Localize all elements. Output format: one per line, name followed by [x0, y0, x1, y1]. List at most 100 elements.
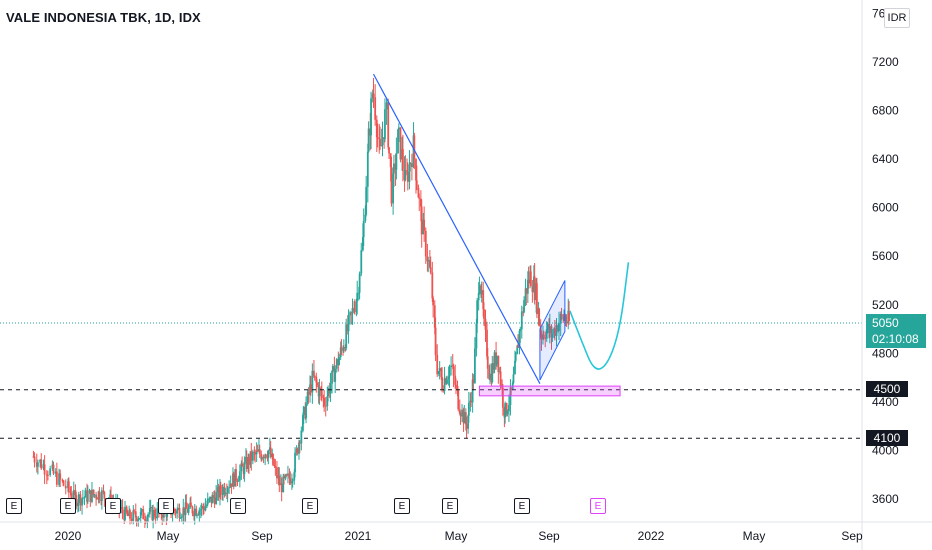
candle-body [225, 492, 228, 494]
level-label-4100: 4100 [866, 430, 908, 446]
candle-body [478, 285, 481, 294]
x-tick-label: Sep [841, 529, 863, 543]
x-tick-label: May [445, 529, 468, 543]
candle-body [75, 495, 78, 507]
candle-body [298, 442, 301, 444]
candle-body [455, 384, 457, 386]
candle-body [251, 451, 254, 461]
candle-body [285, 474, 288, 476]
candle-body [253, 451, 256, 453]
candle-body [309, 384, 312, 393]
candle-body [64, 485, 67, 489]
candle-body [81, 498, 83, 506]
candle-body [206, 498, 209, 505]
candle-body [506, 411, 509, 415]
candle-body [525, 288, 528, 294]
candle-body [40, 459, 43, 469]
candle-body [72, 490, 75, 500]
candle-body [67, 481, 70, 491]
candle-body [273, 464, 276, 467]
candle-body [129, 510, 131, 519]
candle-body [203, 508, 205, 511]
candle-body [351, 308, 354, 313]
candle-body [202, 506, 205, 509]
currency-badge[interactable]: IDR [884, 8, 910, 28]
upcoming-earnings-event-marker[interactable]: E [590, 498, 606, 514]
candle-body [200, 506, 203, 510]
candle-body [356, 292, 359, 302]
candle-body [471, 379, 474, 403]
candle-body [526, 279, 529, 294]
candle-body [558, 323, 560, 331]
candle-body [177, 507, 179, 510]
candle-body [98, 491, 101, 500]
candle-body [197, 514, 200, 516]
candle-body [144, 520, 147, 522]
candle-body [426, 256, 429, 262]
candle-body [375, 119, 378, 138]
candle-body [77, 494, 80, 503]
candle-body [83, 497, 86, 499]
candle-body [47, 474, 49, 476]
candle-body [353, 310, 356, 312]
earnings-event-marker[interactable]: E [60, 498, 76, 514]
candle-body [180, 516, 183, 518]
candle-body [327, 388, 329, 397]
candle-body [291, 480, 294, 482]
candle-body [519, 329, 522, 331]
candle-body [61, 479, 64, 481]
candle-body [459, 413, 462, 417]
candle-body [245, 457, 248, 469]
candle-body [433, 305, 436, 328]
candle-body [294, 452, 296, 473]
candle-body [417, 187, 420, 198]
candle-body [265, 454, 267, 458]
earnings-event-marker[interactable]: E [394, 498, 410, 514]
candle-body [280, 483, 283, 493]
earnings-event-marker[interactable]: E [6, 498, 22, 514]
earnings-event-marker[interactable]: E [302, 498, 318, 514]
support-zone [478, 385, 621, 397]
candle-body [380, 145, 383, 147]
candle-body [133, 510, 136, 512]
candle-body [224, 492, 227, 494]
candle-body [79, 494, 82, 506]
earnings-event-marker[interactable]: E [442, 498, 458, 514]
earnings-event-marker[interactable]: E [230, 498, 246, 514]
earnings-event-marker[interactable]: E [158, 498, 174, 514]
candle-body [178, 507, 181, 518]
candle-body [508, 405, 510, 412]
candle-body [256, 450, 259, 452]
chart-title: VALE INDONESIA TBK, 1D, IDX [6, 10, 201, 25]
candle-body [288, 473, 291, 479]
candle-body [59, 473, 62, 480]
candle-body [367, 128, 370, 152]
earnings-event-marker[interactable]: E [105, 498, 121, 514]
candle-body [313, 375, 316, 377]
candle-body [179, 517, 182, 519]
candle-body [313, 370, 315, 376]
candle-body [43, 464, 46, 475]
candle-body [212, 495, 215, 498]
candle-body [387, 102, 390, 148]
candle-body [193, 508, 196, 517]
candle-body [174, 511, 177, 514]
candle-body [419, 198, 422, 207]
candle-body [322, 396, 325, 399]
candle-body [137, 519, 140, 523]
candle-body [370, 98, 372, 136]
x-tick-label: Sep [251, 529, 273, 543]
candle-body [33, 456, 36, 463]
candle-body [176, 509, 179, 514]
y-tick-label: 3600 [872, 492, 899, 506]
candle-body [58, 473, 60, 485]
candle-body [241, 463, 244, 467]
candle-body [320, 387, 322, 391]
earnings-event-marker[interactable]: E [514, 498, 530, 514]
candle-body [392, 173, 395, 204]
candle-body [342, 347, 345, 352]
candle-body [415, 159, 417, 181]
candle-body [296, 448, 299, 454]
candle-body [315, 376, 318, 383]
